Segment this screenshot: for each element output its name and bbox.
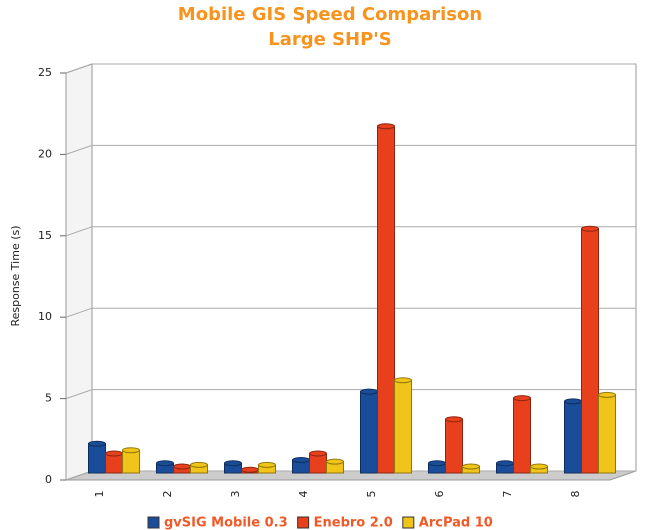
x-tick-label: 4 <box>297 491 310 498</box>
bar <box>564 400 582 474</box>
bar-cap <box>394 377 412 384</box>
y-tick-label: 15 <box>38 229 52 242</box>
floor <box>65 470 637 481</box>
bar <box>394 379 412 474</box>
legend-swatch <box>297 516 310 529</box>
chart-subtitle: Large SHP'S <box>268 29 392 50</box>
y-tick-label: 0 <box>45 473 52 486</box>
y-tick-label: 10 <box>38 310 52 323</box>
legend-label: ArcPad 10 <box>419 516 493 530</box>
bar <box>360 391 378 474</box>
x-tick-label: 1 <box>93 491 106 498</box>
bar-cap <box>88 440 106 447</box>
bar-cap <box>156 460 174 467</box>
grid-line <box>65 389 636 400</box>
bar-cap <box>581 225 599 232</box>
bar <box>445 418 463 474</box>
bar-cap <box>190 461 208 468</box>
x-tick-label: 2 <box>161 491 174 498</box>
bar <box>122 449 140 474</box>
y-tick-label: 25 <box>38 66 52 79</box>
bar-cap <box>564 398 582 405</box>
grid-line <box>65 63 636 74</box>
x-tick-label: 7 <box>501 491 514 498</box>
bar-cap <box>462 463 480 470</box>
bar-cap <box>326 458 344 465</box>
y-tick-label: 5 <box>45 392 52 405</box>
x-tick-label: 3 <box>229 491 242 498</box>
bar-cap <box>496 460 514 467</box>
bar-cap <box>292 456 310 463</box>
grid-line <box>65 226 636 237</box>
bar-cap <box>105 450 123 457</box>
side-wall <box>65 63 93 481</box>
x-tick-label: 5 <box>365 491 378 498</box>
legend-swatch <box>402 516 415 529</box>
bar-cap <box>360 388 378 395</box>
bar <box>377 125 395 474</box>
x-tick-label: 6 <box>433 491 446 498</box>
bar-cap <box>241 466 259 473</box>
bar-cap <box>173 463 191 470</box>
bar <box>88 443 106 474</box>
grid-line <box>65 307 636 318</box>
y-axis-label: Response Time (s) <box>9 225 22 326</box>
y-tick-label: 20 <box>38 147 52 160</box>
bar-cap <box>224 460 242 467</box>
legend-label: gvSIG Mobile 0.3 <box>164 516 288 530</box>
bar <box>598 394 616 474</box>
bar-cap <box>258 461 276 468</box>
bar-cap <box>445 416 463 423</box>
chart-title: Mobile GIS Speed Comparison <box>178 4 482 25</box>
bar-cap <box>122 447 140 454</box>
bar-cap <box>598 391 616 398</box>
bar <box>581 228 599 474</box>
bar <box>513 397 531 474</box>
bar-cap <box>377 123 395 130</box>
bar-cap <box>428 460 446 467</box>
x-tick-label: 8 <box>569 491 582 498</box>
grid-line <box>65 144 636 155</box>
bar-cap <box>530 463 548 470</box>
bar-cap <box>309 450 327 457</box>
legend-label: Enebro 2.0 <box>314 516 393 530</box>
legend-swatch <box>147 516 160 529</box>
bar-cap <box>513 395 531 402</box>
